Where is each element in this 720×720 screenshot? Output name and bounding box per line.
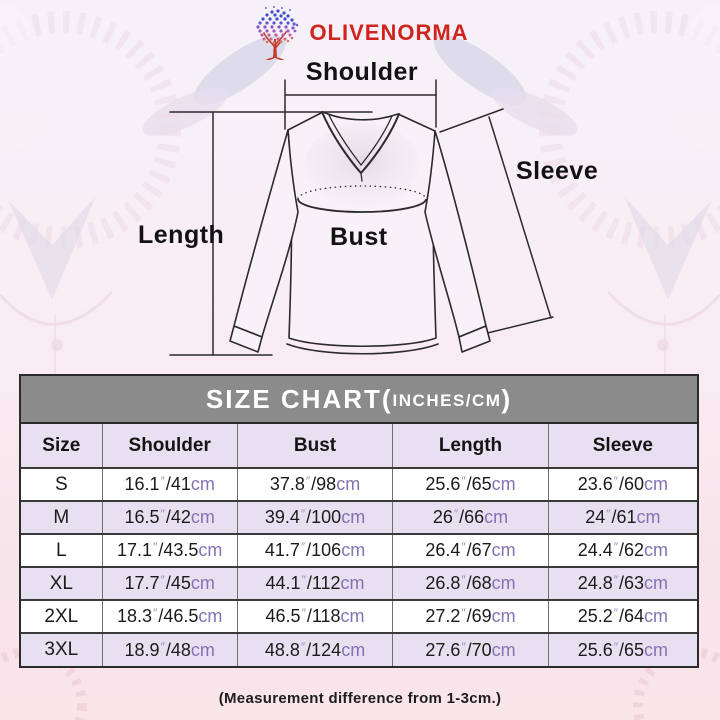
size-value: L — [21, 533, 103, 567]
sleeve-value: 24.4″/62cm — [547, 533, 697, 567]
length-value: 26.4″/67cm — [392, 533, 549, 567]
chest-shading — [304, 123, 420, 207]
length-value: 25.6″/65cm — [392, 467, 549, 501]
sleeve-value: 25.2″/64cm — [547, 599, 697, 633]
olive-tree-logo-icon — [256, 6, 299, 60]
bust-value: 41.7″/106cm — [236, 533, 393, 567]
size-value: S — [21, 467, 103, 501]
size-table: Size Shoulder Bust Length Sleeve S 16.1″… — [21, 424, 697, 666]
bust-value: 39.4″/100cm — [236, 500, 393, 534]
length-value: 26.8″/68cm — [392, 566, 549, 600]
shoulder-value: 18.3″/46.5cm — [101, 599, 238, 633]
shoulder-value: 17.1″/43.5cm — [101, 533, 238, 567]
table-row-m: M 16.5″/42cm 39.4″/100cm 26″/66cm 24″/61… — [21, 500, 697, 534]
bust-value: 37.8″/98cm — [236, 467, 393, 501]
bust-ellipse — [297, 185, 427, 213]
length-value: 26″/66cm — [392, 500, 549, 534]
col-header-size: Size — [21, 424, 103, 468]
measurement-lines — [169, 79, 554, 356]
sleeve-value: 23.6″/60cm — [547, 467, 697, 501]
label-length: Length — [138, 221, 225, 249]
measurement-note: (Measurement difference from 1-3cm.) — [218, 690, 502, 707]
shirt-outline-drawing — [169, 79, 554, 356]
table-title-close: ) — [501, 383, 513, 414]
size-value: 2XL — [21, 599, 103, 633]
col-header-shoulder: Shoulder — [101, 424, 238, 468]
label-sleeve: Sleeve — [516, 157, 599, 185]
table-title: SIZE CHART(INCHES/CM) — [21, 376, 697, 424]
bust-value: 46.5″/118cm — [236, 599, 393, 633]
table-row-3xl: 3XL 18.9″/48cm 48.8″/124cm 27.6″/70cm 25… — [21, 632, 697, 666]
col-header-bust: Bust — [236, 424, 393, 468]
length-value: 27.6″/70cm — [392, 632, 549, 666]
label-bust: Bust — [330, 223, 388, 251]
table-title-units: INCHES/CM — [392, 391, 502, 410]
label-shoulder: Shoulder — [305, 58, 419, 86]
sleeve-value: 24″/61cm — [547, 500, 697, 534]
sleeve-value: 24.8″/63cm — [547, 566, 697, 600]
collar-lines — [321, 111, 400, 182]
col-header-length: Length — [392, 424, 549, 468]
table-row-s: S 16.1″/41cm 37.8″/98cm 25.6″/65cm 23.6″… — [21, 467, 697, 501]
size-value: M — [21, 500, 103, 534]
table-row-2xl: 2XL 18.3″/46.5cm 46.5″/118cm 27.2″/69cm … — [21, 599, 697, 633]
table-title-main: SIZE CHART( — [205, 383, 393, 414]
shoulder-value: 18.9″/48cm — [101, 632, 238, 666]
shoulder-value: 16.1″/41cm — [101, 467, 238, 501]
table-row-xl: XL 17.7″/45cm 44.1″/112cm 26.8″/68cm 24.… — [21, 566, 697, 600]
length-value: 27.2″/69cm — [392, 599, 549, 633]
brand-logo: OLIVENORMA — [0, 6, 720, 60]
bust-value: 48.8″/124cm — [236, 632, 393, 666]
size-chart-table: SIZE CHART(INCHES/CM) Size Shoulder Bust… — [19, 374, 699, 668]
size-value: 3XL — [21, 632, 103, 666]
col-header-sleeve: Sleeve — [547, 424, 697, 468]
shoulder-value: 16.5″/42cm — [101, 500, 238, 534]
shoulder-value: 17.7″/45cm — [101, 566, 238, 600]
table-header-row: Size Shoulder Bust Length Sleeve — [21, 424, 697, 468]
bust-value: 44.1″/112cm — [236, 566, 393, 600]
sleeve-value: 25.6″/65cm — [547, 632, 697, 666]
table-row-l: L 17.1″/43.5cm 41.7″/106cm 26.4″/67cm 24… — [21, 533, 697, 567]
brand-name: OLIVENORMA — [309, 20, 469, 45]
size-value: XL — [21, 566, 103, 600]
